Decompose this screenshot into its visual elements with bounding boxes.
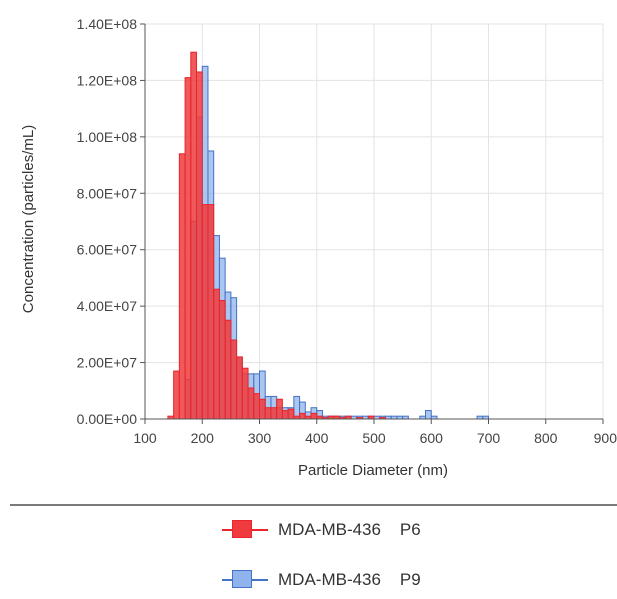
p6-bar: [218, 300, 226, 420]
p6-bar: [310, 412, 318, 420]
legend-item-p9[interactable]: MDA-MB-436 P9: [222, 565, 421, 595]
histogram-chart: 0.00E+00 2.00E+07 4.00E+07 6.00E+07 8.00E+07…: [20, 16, 617, 479]
p6-bar: [213, 288, 220, 420]
p6-bar: [281, 410, 289, 420]
x-tick-label: 400: [305, 430, 329, 446]
y-tick-label: 4.00E+07: [77, 298, 138, 314]
p6-bar: [236, 356, 243, 420]
x-tick-label: 200: [191, 430, 215, 446]
p6-bar: [178, 153, 186, 420]
legend-item-p6[interactable]: MDA-MB-436 P6: [222, 515, 421, 545]
p6-bar: [287, 408, 295, 420]
p6-bar: [241, 367, 249, 420]
legend-box-p6: [232, 520, 252, 538]
series-p6-bars: [167, 51, 386, 420]
x-tick-label: 100: [133, 430, 157, 446]
p6-bar: [299, 412, 306, 420]
x-tick-label: 900: [594, 430, 617, 446]
p6-bar: [259, 398, 266, 420]
y-tick-labels: 0.00E+00 2.00E+07 4.00E+07 6.00E+07 8.00E+07…: [77, 16, 138, 427]
y-tick-label: 2.00E+07: [77, 355, 138, 371]
p6-bar: [207, 204, 215, 420]
legend-swatch-p6: [222, 515, 268, 545]
p6-bar: [201, 204, 209, 420]
x-tick-label: 800: [534, 430, 558, 446]
p6-bar: [230, 339, 238, 420]
y-tick-label: 1.40E+08: [77, 16, 138, 32]
x-axis-title: Particle Diameter (nm): [298, 462, 448, 479]
legend-label-p6: MDA-MB-436 P6: [278, 520, 421, 539]
p9-bar: [293, 395, 301, 420]
p6-bar: [247, 387, 255, 420]
axes: [140, 23, 604, 424]
y-tick-label: 1.20E+08: [77, 72, 138, 88]
y-tick-label: 6.00E+07: [77, 242, 138, 258]
x-tick-label: 300: [248, 430, 272, 446]
p6-bar: [253, 393, 260, 420]
y-axis-title: Concentration (particles/mL): [20, 125, 37, 313]
p6-bar: [196, 71, 203, 420]
y-tick-label: 0.00E+00: [77, 411, 138, 427]
y-tick-label: 1.00E+08: [77, 129, 138, 145]
p6-bar: [173, 370, 180, 420]
p6-bar: [190, 51, 198, 420]
legend-label-p9: MDA-MB-436 P9: [278, 570, 421, 589]
legend-separator: [10, 504, 617, 506]
p9-bar: [425, 410, 432, 420]
legend-box-p9: [232, 570, 252, 588]
p6-bar: [270, 407, 278, 420]
y-tick-label: 8.00E+07: [77, 185, 138, 201]
p6-bar: [276, 398, 283, 420]
x-tick-label: 700: [477, 430, 501, 446]
p6-bar: [264, 407, 272, 420]
p6-bar: [184, 77, 192, 420]
x-tick-label: 500: [362, 430, 386, 446]
p6-bar: [224, 319, 232, 420]
grid-lines: [145, 23, 604, 419]
legend-swatch-p9: [222, 565, 268, 595]
x-tick-label: 600: [420, 430, 444, 446]
x-tick-labels: 100 200 300 400 500 600 700 800 900: [133, 430, 617, 446]
